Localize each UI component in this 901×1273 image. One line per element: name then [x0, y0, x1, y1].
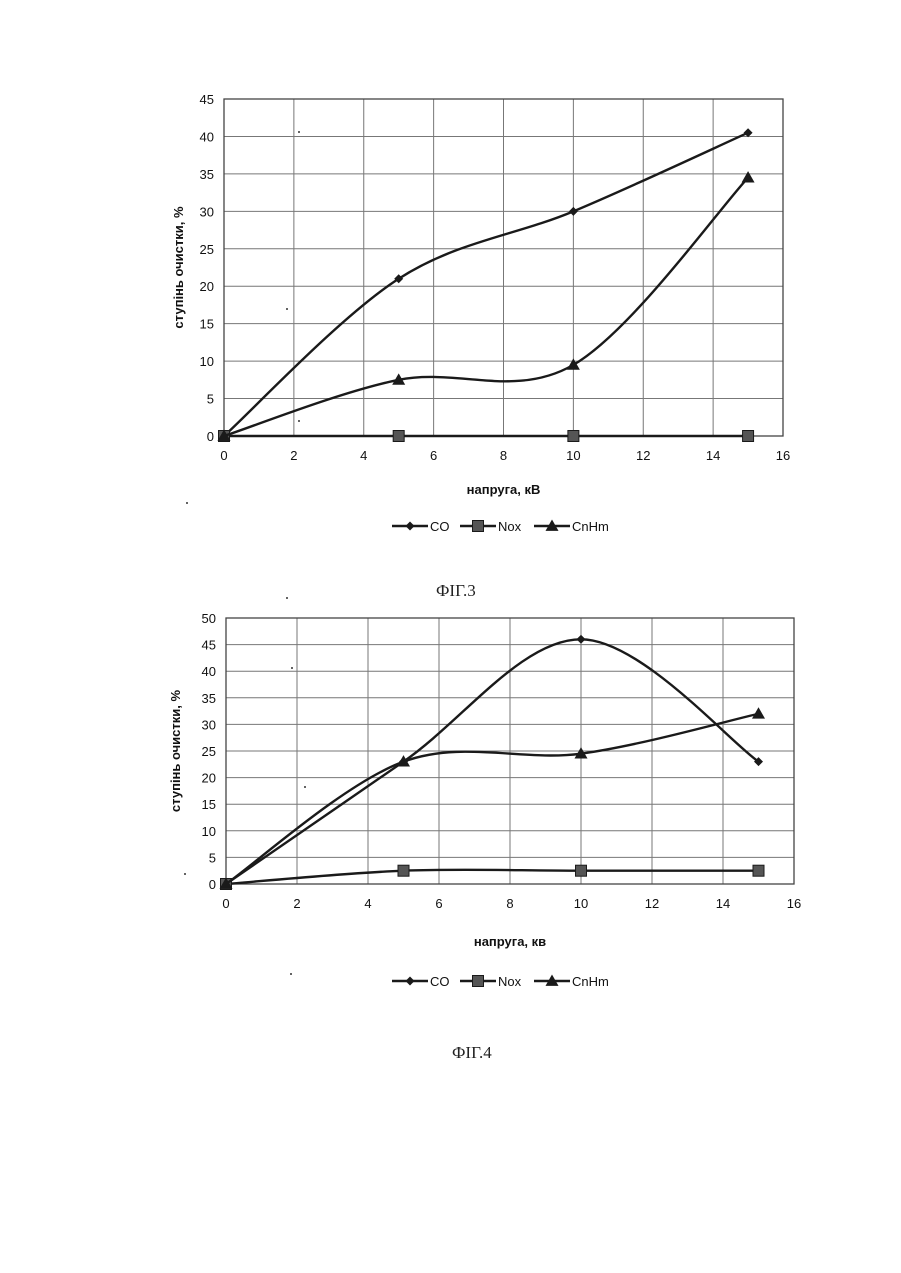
scan-speck [291, 667, 293, 669]
data-point [576, 865, 587, 876]
chart-fig4: 0 2 4 6 8 10 12 14 16 0 5 10 15 20 25 30 35 40 45 50 напруга… [0, 0, 901, 1010]
figure-caption-fig4: ФІГ.4 [452, 1043, 492, 1063]
y-tick-label: 5 [209, 850, 216, 865]
y-tick-label: 15 [202, 797, 216, 812]
x-tick-label: 14 [716, 896, 730, 911]
data-point [577, 635, 586, 644]
scan-speck [286, 308, 288, 310]
legend-marker [406, 977, 415, 986]
x-tick-label: 0 [222, 896, 229, 911]
legend-label: CO [430, 974, 450, 989]
x-tick-label: 4 [364, 896, 371, 911]
series-line [226, 639, 759, 884]
scan-speck [304, 786, 306, 788]
x-tick-label: 10 [574, 896, 588, 911]
grid [226, 618, 794, 884]
legend-item-nox: Nox [460, 974, 522, 989]
x-tick-label: 2 [293, 896, 300, 911]
legend-label: CnHm [572, 974, 609, 989]
data-point [753, 865, 764, 876]
data-point [398, 865, 409, 876]
y-tick-label: 20 [202, 771, 216, 786]
legend-marker [473, 976, 484, 987]
x-tick-label: 16 [787, 896, 801, 911]
legend-item-co: CO [392, 974, 450, 989]
y-tick-label: 0 [209, 877, 216, 892]
legend: CO Nox CnHm [392, 974, 609, 989]
y-axis-label: ступінь очистки, % [168, 690, 183, 813]
series-line [226, 870, 759, 884]
y-tick-label: 10 [202, 824, 216, 839]
y-tick-label: 35 [202, 691, 216, 706]
scan-speck [298, 420, 300, 422]
y-tick-label: 40 [202, 664, 216, 679]
scan-speck [298, 131, 300, 133]
scan-speck [186, 502, 188, 504]
x-tick-label: 6 [435, 896, 442, 911]
x-tick-label: 8 [506, 896, 513, 911]
y-tick-label: 50 [202, 611, 216, 626]
y-tick-label: 30 [202, 717, 216, 732]
legend-item-cnhm: CnHm [534, 974, 609, 989]
data-point [752, 707, 765, 718]
x-axis-label: напруга, кв [474, 934, 546, 949]
scan-speck [184, 873, 186, 875]
series-nox [221, 865, 765, 889]
scan-speck [286, 597, 288, 599]
series-line [226, 714, 759, 884]
y-tick-label: 45 [202, 638, 216, 653]
series-cnhm [220, 707, 766, 889]
legend-label: Nox [498, 974, 522, 989]
x-tick-label: 12 [645, 896, 659, 911]
y-tick-label: 25 [202, 744, 216, 759]
scan-speck [290, 973, 292, 975]
series-co [222, 635, 764, 889]
